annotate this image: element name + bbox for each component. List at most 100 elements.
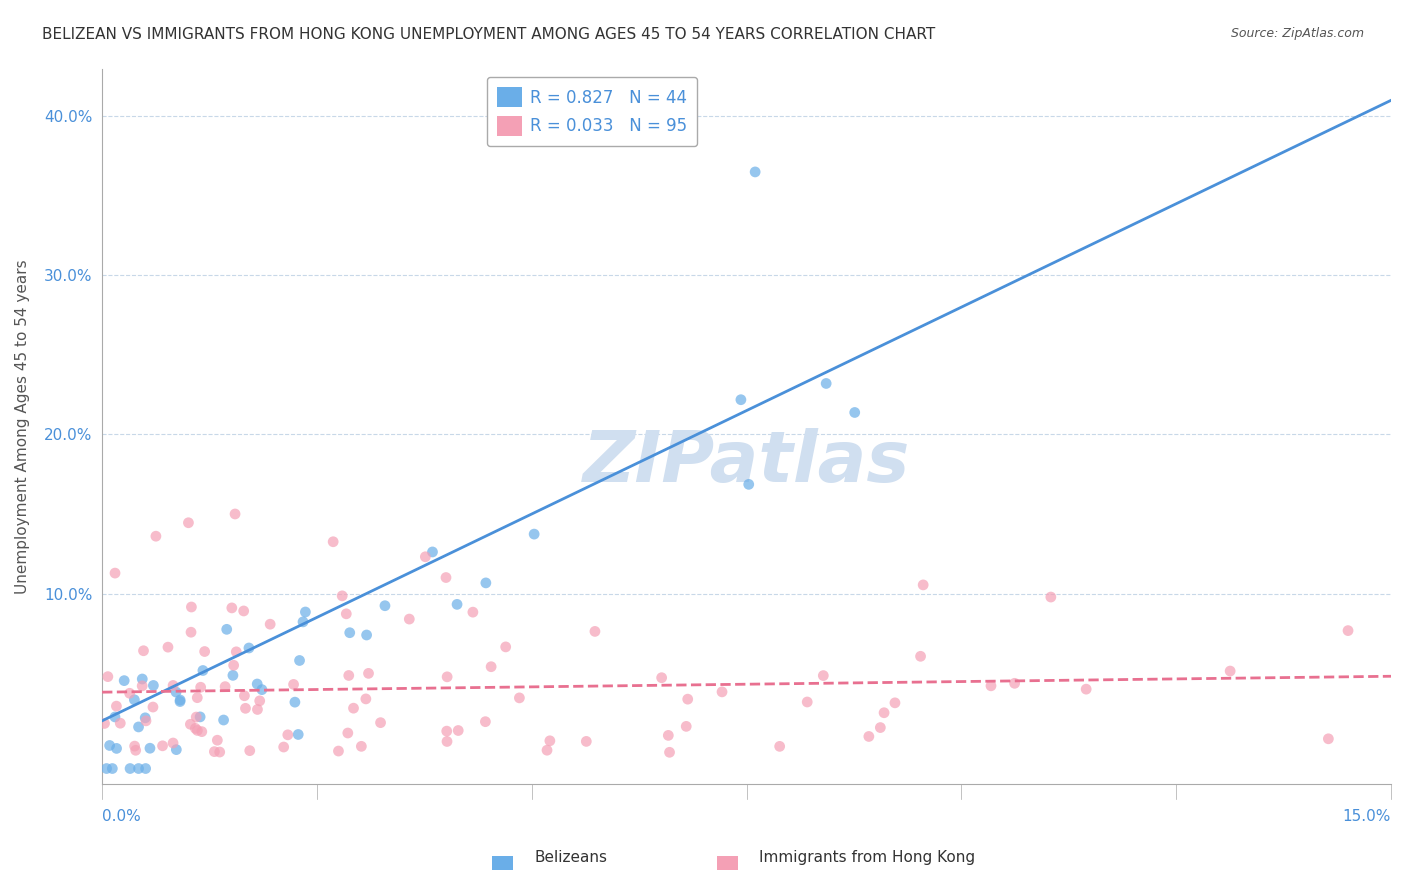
Point [447,723,470,738]
Point [112,673,135,688]
Point [283,677,305,691]
Point [233,689,256,703]
Point [190,680,212,694]
Point [336,726,359,740]
Point [162,736,184,750]
Point [356,628,378,642]
Point [980,679,1002,693]
Text: BELIZEAN VS IMMIGRANTS FROM HONG KONG UNEMPLOYMENT AMONG AGES 45 TO 54 YEARS COR: BELIZEAN VS IMMIGRANTS FROM HONG KONG UN… [42,27,935,42]
Point [575,734,598,748]
Point [523,527,546,541]
Point [1004,676,1026,690]
Point [135,762,157,776]
Point [169,694,191,708]
Point [142,700,165,714]
Point [337,668,360,682]
Point [583,624,606,639]
Point [651,671,673,685]
Point [259,617,281,632]
Point [508,690,530,705]
Point [131,679,153,693]
Point [222,668,245,682]
Point [128,762,150,776]
Point [250,682,273,697]
Point [101,762,124,776]
Point [246,702,269,716]
Text: 15.0%: 15.0% [1343,810,1391,824]
Text: Belizeans: Belizeans [534,850,607,865]
Point [131,672,153,686]
Point [186,710,208,724]
Point [1317,731,1340,746]
Point [145,529,167,543]
Point [1219,664,1241,678]
Point [191,664,214,678]
Point [132,644,155,658]
Point [177,516,200,530]
Point [910,649,932,664]
Point [436,670,458,684]
Point [434,570,457,584]
Point [225,645,247,659]
Point [357,666,380,681]
Point [813,668,835,682]
Point [288,653,311,667]
Point [179,717,201,731]
Point [330,589,353,603]
Point [415,549,437,564]
Point [273,739,295,754]
Point [180,599,202,614]
Point [105,741,128,756]
Text: Immigrants from Hong Kong: Immigrants from Hong Kong [759,850,976,865]
Point [738,477,761,491]
Point [294,605,316,619]
Point [354,692,377,706]
Point [339,625,361,640]
Point [538,733,561,747]
Point [436,734,458,748]
Point [169,693,191,707]
Point [120,762,142,776]
Text: 0.0%: 0.0% [103,810,141,824]
Point [796,695,818,709]
Point [335,607,357,621]
Point [128,720,150,734]
Point [342,701,364,715]
Point [93,716,115,731]
Point [156,640,179,655]
Point [1076,682,1098,697]
Point [873,706,896,720]
Point [658,745,681,759]
Point [134,711,156,725]
Text: ZIPatlas: ZIPatlas [583,428,910,497]
Point [246,677,269,691]
Point [912,578,935,592]
Point [194,644,217,658]
Point [162,678,184,692]
Point [238,640,260,655]
Point [184,722,207,736]
Point [322,534,344,549]
Point [239,744,262,758]
Legend: R = 0.827   N = 44, R = 0.033   N = 95: R = 0.827 N = 44, R = 0.033 N = 95 [486,77,697,146]
Point [105,699,128,714]
Point [214,680,236,694]
Point [277,728,299,742]
Point [536,743,558,757]
Point [104,566,127,580]
Point [165,742,187,756]
Point [284,695,307,709]
Point [98,739,121,753]
Point [186,723,208,738]
Point [422,545,444,559]
Point [495,640,517,654]
Point [202,745,225,759]
Point [461,605,484,619]
Point [124,739,146,753]
Point [474,714,496,729]
Point [374,599,396,613]
Point [222,658,245,673]
Point [287,727,309,741]
Point [676,692,699,706]
Point [1039,590,1062,604]
